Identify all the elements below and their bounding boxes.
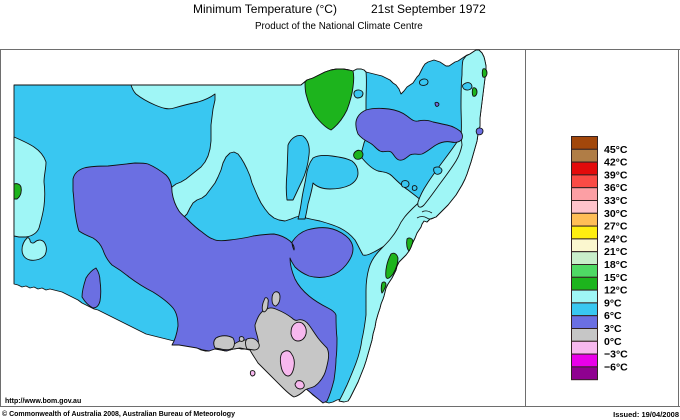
svg-text:3°C: 3°C — [604, 323, 622, 335]
svg-text:36°C: 36°C — [604, 182, 628, 194]
svg-text:−6°C: −6°C — [604, 361, 628, 373]
svg-text:9°C: 9°C — [604, 297, 622, 309]
svg-text:30°C: 30°C — [604, 208, 628, 220]
svg-text:39°C: 39°C — [604, 169, 628, 181]
svg-text:33°C: 33°C — [604, 195, 628, 207]
svg-text:42°C: 42°C — [604, 157, 628, 169]
svg-text:Minimum Temperature (°C): Minimum Temperature (°C) — [193, 2, 337, 16]
svg-text:45°C: 45°C — [604, 144, 628, 156]
svg-text:© Commonwealth of Australia 20: © Commonwealth of Australia 2008, Austra… — [2, 410, 235, 418]
svg-text:24°C: 24°C — [604, 233, 628, 245]
svg-text:Product of the National Climat: Product of the National Climate Centre — [255, 21, 423, 32]
svg-text:27°C: 27°C — [604, 221, 628, 233]
svg-text:6°C: 6°C — [604, 310, 622, 322]
svg-text:0°C: 0°C — [604, 336, 622, 348]
svg-text:Issued: 19/04/2008: Issued: 19/04/2008 — [613, 410, 679, 419]
svg-text:http://www.bom.gov.au: http://www.bom.gov.au — [5, 398, 81, 405]
svg-text:15°C: 15°C — [604, 272, 628, 284]
svg-text:12°C: 12°C — [604, 285, 628, 297]
svg-text:21°C: 21°C — [604, 246, 628, 258]
svg-text:18°C: 18°C — [604, 259, 628, 271]
svg-text:−3°C: −3°C — [604, 349, 628, 361]
svg-text:21st September 1972: 21st September 1972 — [371, 2, 486, 16]
